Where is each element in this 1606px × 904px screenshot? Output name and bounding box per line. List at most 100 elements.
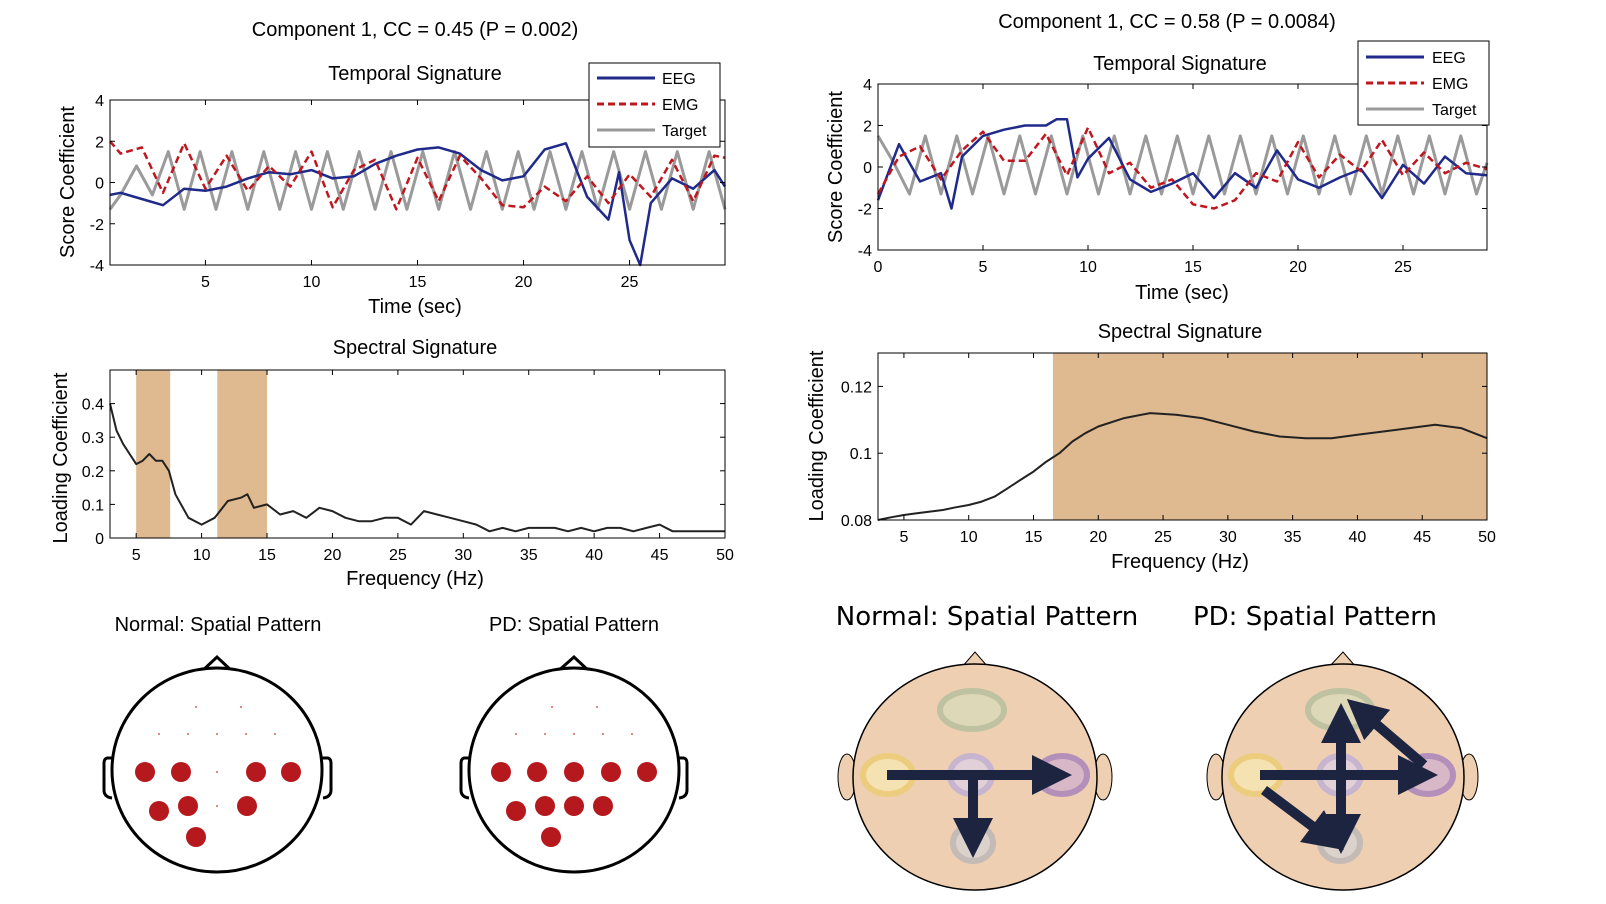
right-normal-head-map [837,651,1113,891]
electrode-dot [187,733,189,735]
x-tick-label: 45 [651,547,669,564]
electrode-active [601,762,621,782]
left-temporal-xlabel: Time (sec) [368,296,462,318]
left-temporal-series [108,140,727,267]
electrode-active [186,827,206,847]
electrode-dot [158,733,160,735]
frequency-band-highlight [217,370,268,538]
x-tick-label: 50 [716,547,734,564]
left-temporal-legend: EEG EMG Target [588,62,721,148]
legend-emg-label: EMG [662,97,698,114]
x-tick-label: 15 [258,547,276,564]
electrode-dot [240,706,242,708]
x-tick-label: 5 [899,529,908,546]
x-tick-label: 40 [1349,529,1367,546]
left-spectral-ticks: 5 10 15 20 25 30 35 40 45 50 0.4 0.3 0.2 0.1 0 [82,370,734,564]
y-tick-label: 2 [95,134,104,151]
arrow-right-to-frontal [1346,699,1428,769]
electrode-active [171,762,191,782]
x-tick-label: 25 [1154,529,1172,546]
y-tick-label: 0 [95,176,104,193]
frequency-band-highlight [1052,353,1487,520]
electrode-dot [551,706,553,708]
right-ear [322,756,333,800]
electrode-dot [216,805,218,807]
x-tick-label: 35 [1284,529,1302,546]
x-tick-label: 25 [621,274,639,291]
electrode-active [135,762,155,782]
right-spectral-chart: Spectral Signature 5 10 15 20 25 30 35 40 45 50 0.… [806,321,1496,573]
electrode-dot [544,733,546,735]
right-spectral-ylabel: Loading Coefficient [806,350,828,521]
x-tick-label: 10 [1079,259,1097,276]
x-tick-label: 20 [1089,529,1107,546]
right-spectral-frame [877,352,1488,521]
left-ear [102,756,113,800]
target-series-line [108,150,727,211]
target-series-line [876,134,1489,196]
right-temporal-legend: EEG EMG Target [1357,40,1490,126]
electrode-active [246,762,266,782]
electrode-active [178,796,198,816]
x-tick-label: 25 [1394,259,1412,276]
left-spectral-series [109,403,725,533]
electrode-dot [195,706,197,708]
x-tick-label: 15 [1025,529,1043,546]
x-tick-label: 10 [193,547,211,564]
y-tick-label: 0 [863,160,872,177]
y-tick-label: 0.12 [841,379,872,396]
left-normal-map-title: Normal: Spatial Pattern [115,614,322,636]
legend-target-label: Target [662,123,707,140]
x-tick-label: 40 [585,547,603,564]
scalp [110,666,324,874]
electrode-dot [573,733,575,735]
left-figure-title: Component 1, CC = 0.45 (P = 0.002) [252,19,579,41]
right-temporal-ylabel: Score Coefficient [825,91,847,243]
y-tick-label: -4 [90,258,104,275]
electrode-active [637,762,657,782]
electrode-active [541,827,561,847]
left-temporal-ylabel: Score Coefficient [57,106,79,258]
emg-series-line [876,126,1488,210]
legend-eeg-label: EEG [662,71,696,88]
x-tick-label: 15 [1184,259,1202,276]
right-spectral-series [877,412,1488,521]
electrode-active [564,796,584,816]
right-spectral-bands [1052,353,1487,520]
left-spectral-ylabel: Loading Coefficient [50,372,72,543]
electrode-dot [216,733,218,735]
x-tick-label: 5 [132,547,141,564]
right-normal-map-title: Normal: Spatial Pattern [836,602,1138,632]
x-tick-label: 35 [520,547,538,564]
legend-emg-label: EMG [1432,76,1468,93]
x-tick-label: 45 [1413,529,1431,546]
right-figure-title: Component 1, CC = 0.58 (P = 0.0084) [998,11,1336,33]
left-temporal-title: Temporal Signature [328,63,501,85]
loading-series-line [877,412,1488,521]
eeg-series-line [876,118,1488,210]
left-spectral-xlabel: Frequency (Hz) [346,568,484,590]
electrode-active [506,801,526,821]
x-tick-label: 0 [874,259,883,276]
y-tick-label: 2 [863,119,872,136]
right-temporal-series [876,118,1489,210]
electrode-dot [631,733,633,735]
electrode-active [237,796,257,816]
y-tick-label: 4 [95,93,104,110]
left-ear [459,756,470,800]
loading-series-line [109,403,725,533]
y-tick-label: 4 [863,77,872,94]
y-tick-label: 0.08 [841,513,872,530]
y-tick-label: 0.2 [82,464,104,481]
x-tick-label: 25 [389,547,407,564]
y-tick-label: 0.1 [82,497,104,514]
electrode-dot [602,733,604,735]
electrode-dot [515,733,517,735]
emg-series-line [109,140,726,211]
left-pd-map-title: PD: Spatial Pattern [489,614,659,636]
nose [199,654,235,674]
y-tick-label: -4 [858,243,872,260]
